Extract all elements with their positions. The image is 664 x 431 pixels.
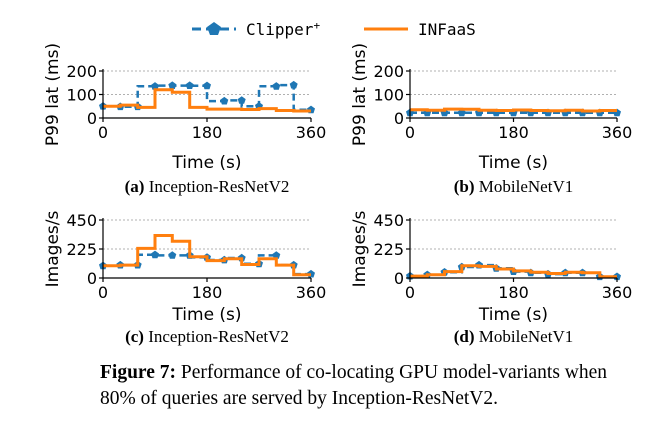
subplot-title: Inception-ResNetV2	[149, 177, 290, 196]
y-tick-label: 0	[87, 269, 97, 288]
subplot-label: (c)	[125, 327, 148, 346]
y-tick-label: 0	[394, 109, 404, 128]
y-tick-label: 200	[66, 62, 97, 81]
x-tick-label: 360	[296, 283, 327, 302]
clipper-point	[289, 80, 298, 89]
x-tick-label: 0	[98, 123, 108, 142]
x-axis-label: Time (s)	[171, 153, 241, 173]
x-axis-label: Time (s)	[478, 153, 548, 173]
clipper-point	[272, 251, 281, 259]
x-tick-label: 360	[602, 283, 633, 302]
y-tick-label: 225	[373, 240, 404, 259]
x-axis-label: Time (s)	[171, 305, 241, 325]
clipper-point	[151, 250, 159, 259]
subplot-title: MobileNetV1	[479, 177, 573, 196]
subplot-caption: (b) MobileNetV1	[454, 177, 573, 196]
clipper-point	[203, 81, 211, 90]
y-tick-label: 0	[394, 269, 404, 288]
figure-caption: Figure 7: Performance of co-locating GPU…	[100, 360, 625, 412]
y-axis-label: Images/s	[350, 211, 370, 288]
panel-3: 0 225 450 0 180 360 Time (s) Images/s (d) Mobile…	[350, 211, 632, 346]
caption-lead: Figure 7:	[100, 362, 177, 383]
x-tick-label: 0	[98, 283, 108, 302]
panel-2: 0 225 450 0 180 360 Time (s) Images/s (c) Incept…	[43, 211, 326, 346]
y-tick-label: 100	[373, 86, 404, 105]
subplot-title: Inception-ResNetV2	[148, 327, 289, 346]
clipper-point	[168, 251, 177, 259]
x-tick-label: 360	[602, 123, 633, 142]
x-tick-label: 180	[498, 123, 529, 142]
y-tick-label: 0	[87, 109, 97, 128]
x-tick-label: 0	[405, 123, 415, 142]
y-tick-label: 450	[66, 211, 97, 230]
y-axis-label: Images/s	[43, 211, 63, 288]
clipper-point	[220, 96, 229, 105]
subplot-label: (b)	[454, 177, 479, 196]
clipper-point	[272, 82, 281, 90]
legend-clipper-label: Clipper+	[246, 19, 320, 40]
clipper-point	[168, 81, 177, 89]
subplot-caption: (d) MobileNetV1	[454, 327, 573, 346]
y-axis-label: P99 lat (ms)	[43, 43, 63, 146]
subplot-caption: (c) Inception-ResNetV2	[125, 327, 289, 346]
x-tick-label: 180	[192, 283, 223, 302]
x-tick-label: 180	[498, 283, 529, 302]
x-axis-label: Time (s)	[478, 305, 548, 325]
x-tick-label: 360	[296, 123, 327, 142]
infaas-series-line	[410, 264, 617, 279]
legend-infaas-label: INFaaS	[418, 20, 476, 39]
legend: Clipper+ INFaaS	[192, 19, 476, 40]
infaas-series-line	[410, 107, 617, 113]
clipper-point	[185, 81, 194, 89]
y-tick-label: 450	[373, 211, 404, 230]
y-axis-label: P99 lat (ms)	[350, 43, 370, 146]
clipper-point	[151, 82, 159, 90]
subplot-caption: (a) Inception-ResNetV2	[125, 177, 290, 196]
x-tick-label: 180	[192, 123, 223, 142]
x-tick-label: 0	[405, 283, 415, 302]
subplot-title: MobileNetV1	[479, 327, 573, 346]
y-tick-label: 200	[373, 62, 404, 81]
y-tick-label: 225	[66, 240, 97, 259]
clipper-point	[237, 96, 246, 104]
infaas-series-line	[103, 234, 311, 277]
legend-clipper-marker	[207, 22, 221, 35]
infaas-series-line	[103, 88, 311, 113]
y-tick-label: 100	[66, 86, 97, 105]
subplot-label: (d)	[454, 327, 479, 346]
caption-text: Performance of co-locating GPU model-var…	[100, 362, 608, 409]
subplot-label: (a)	[125, 177, 149, 196]
